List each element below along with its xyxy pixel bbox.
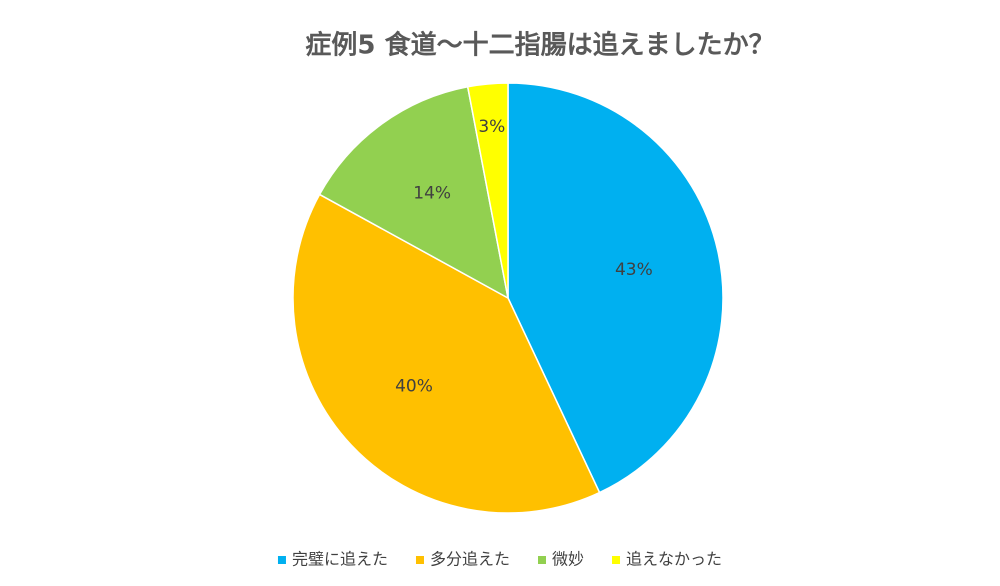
legend-label: 多分追えた [430, 550, 510, 569]
legend: 完璧に追えた 多分追えた 微妙 追えなかった [277, 550, 722, 569]
legend-swatch [612, 556, 621, 564]
data-labels: 43% 40% 14% 3% [395, 117, 653, 397]
legend-label: 微妙 [552, 550, 584, 569]
chart-title: 症例5 食道〜十二指腸は追えましたか？ [305, 30, 774, 61]
data-label: 14% [413, 184, 451, 204]
pie-slice [292, 193, 601, 514]
data-label: 3% [478, 117, 505, 137]
data-label: 40% [395, 376, 433, 396]
legend-label: 追えなかった [626, 550, 722, 569]
pie-slice [318, 85, 510, 300]
pie-slice [466, 82, 509, 299]
data-label: 43% [615, 260, 653, 280]
pie-slice [507, 82, 724, 494]
legend-label: 完璧に追えた [292, 550, 388, 569]
pie [292, 82, 724, 514]
legend-swatch [277, 556, 286, 564]
legend-swatch [415, 556, 424, 564]
legend-swatch [538, 556, 546, 564]
